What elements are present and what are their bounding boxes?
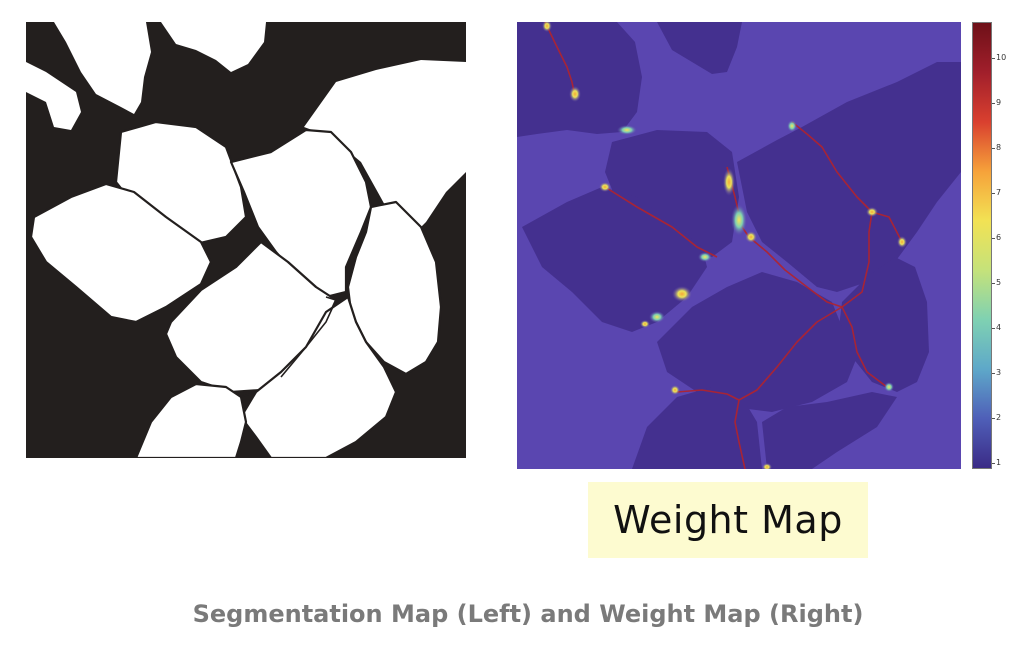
colorbar-tick-mark [992,463,995,464]
colorbar-tick-mark [992,328,995,329]
colorbar-tick-label: 10 [996,53,1007,62]
colorbar-tick-mark [992,148,995,149]
weight-map-label: Weight Map [613,498,843,542]
colorbar-tick-mark [992,418,995,419]
colorbar-tick-mark [992,103,995,104]
colorbar-tick-label: 9 [996,98,1002,107]
figure-caption: Segmentation Map (Left) and Weight Map (… [192,600,864,628]
colorbar-tick-label: 5 [996,278,1002,287]
segmentation-map-image [26,22,466,458]
colorbar-tick-mark [992,193,995,194]
colorbar-tick-label: 8 [996,143,1002,152]
colorbar-tick-label: 2 [996,413,1002,422]
colorbar-tick-mark [992,58,995,59]
colorbar-tick-label: 4 [996,323,1002,332]
weight-map-image [517,22,961,469]
colorbar-tick-label: 3 [996,368,1002,377]
colorbar-gradient [972,22,992,469]
colorbar-tick-label: 7 [996,188,1002,197]
segmentation-map [26,22,466,458]
colorbar-tick-mark [992,373,995,374]
weight-map-label-box: Weight Map [588,482,868,558]
colorbar-tick-label: 6 [996,233,1002,242]
colorbar-tick-label: 1 [996,458,1002,467]
weight-colorbar: 10 9 8 7 6 5 4 3 2 1 [972,22,1028,470]
colorbar-tick-mark [992,283,995,284]
colorbar-tick-mark [992,238,995,239]
weight-map [517,22,961,469]
